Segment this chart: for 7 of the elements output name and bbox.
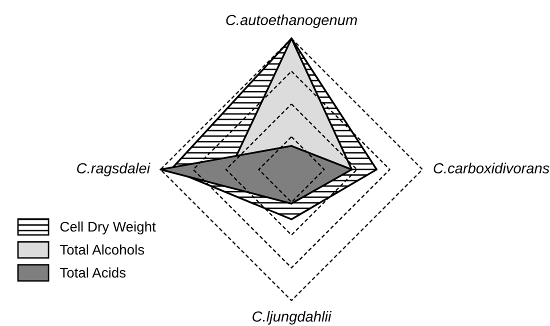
spoke-label: C.ragsdalei <box>77 162 150 176</box>
spoke-label: C.ljungdahlii <box>252 310 332 325</box>
legend-label: Cell Dry Weight <box>60 221 156 234</box>
spoke-label: C.autoethanogenum <box>226 14 357 28</box>
spoke-label: C.carboxidivorans <box>434 162 550 174</box>
legend-label: Total Alcohols <box>60 244 144 255</box>
legend-label: Total Acids <box>60 267 126 278</box>
